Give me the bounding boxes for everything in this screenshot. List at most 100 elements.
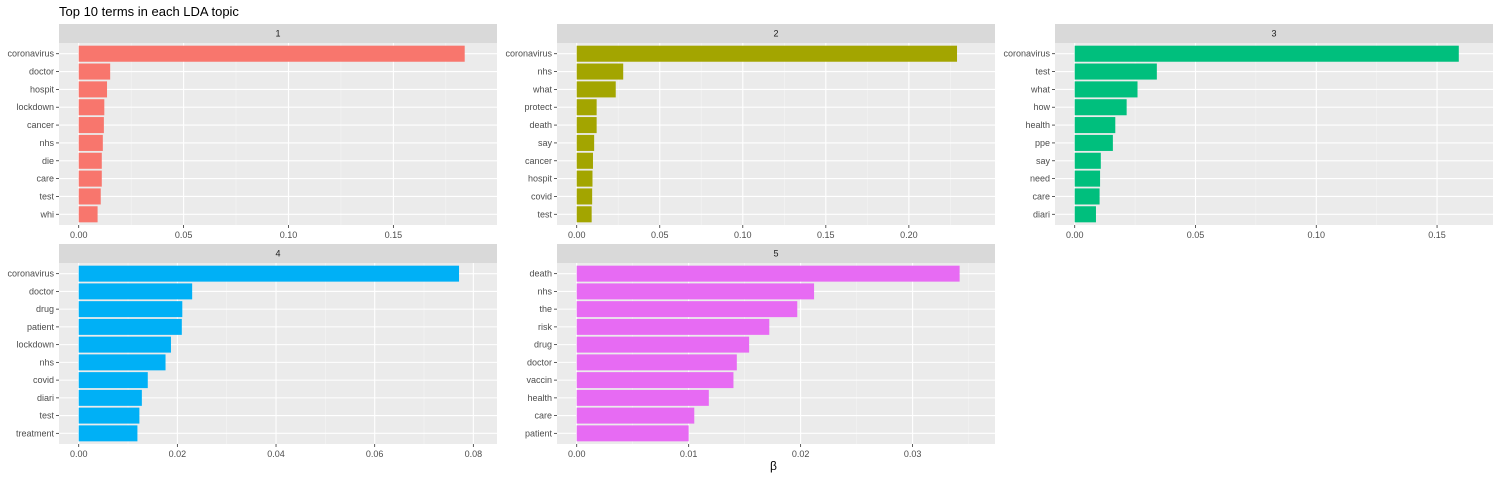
category-label: what [1030, 84, 1051, 94]
category-label: ppe [1035, 138, 1050, 148]
category-label: die [42, 156, 54, 166]
facet-panel-5: 5 0.00 0.01 0.02 0.03 death nhs the risk drug doct… [525, 244, 995, 459]
chart-title: Top 10 terms in each LDA topic [59, 4, 239, 19]
bar [78, 354, 166, 371]
category-label: health [527, 393, 552, 403]
bar [78, 81, 108, 98]
facet-strip-label: 4 [275, 249, 280, 259]
category-label: coronavirus [7, 49, 54, 59]
bar [576, 389, 709, 406]
facet-panel-3: 3 0.00 0.05 0.10 0.15 coronavirus test what how h… [1003, 24, 1493, 240]
bar [576, 188, 593, 205]
bar [78, 134, 103, 151]
bar [1074, 117, 1116, 134]
x-tick-label: 0.00 [568, 230, 586, 240]
category-label: what [532, 84, 553, 94]
x-tick-label: 0.10 [734, 230, 752, 240]
x-tick-label: 0.05 [175, 230, 193, 240]
bar [78, 45, 465, 62]
facet-strip [59, 24, 497, 43]
x-tick-label: 0.04 [267, 449, 285, 459]
bar [78, 152, 102, 169]
bar [78, 389, 142, 406]
bar [576, 354, 737, 371]
category-label: test [39, 191, 54, 201]
x-tick-label: 0.10 [280, 230, 298, 240]
bar [576, 81, 616, 98]
category-label: diari [1033, 209, 1050, 219]
bar [576, 336, 750, 353]
category-label: death [529, 120, 552, 130]
bar [1074, 134, 1113, 151]
bar [78, 283, 193, 300]
bar [576, 283, 815, 300]
bar [576, 134, 595, 151]
category-label: health [1025, 120, 1050, 130]
bar [576, 265, 960, 282]
category-label: coronavirus [505, 49, 552, 59]
x-tick-label: 0.06 [366, 449, 384, 459]
category-label: lockdown [16, 340, 54, 350]
bar [576, 301, 798, 318]
x-tick-label: 0.03 [904, 449, 922, 459]
bar [576, 63, 624, 80]
category-label: covid [531, 191, 552, 201]
bar [576, 152, 593, 169]
category-label: need [1030, 174, 1050, 184]
category-label: death [529, 269, 552, 279]
bar [78, 265, 460, 282]
facet-strip [557, 244, 995, 263]
bar [78, 301, 183, 318]
x-tick-label: 0.08 [465, 449, 483, 459]
category-label: the [539, 304, 552, 314]
bar [78, 318, 182, 335]
bar [1074, 63, 1157, 80]
bar [1074, 99, 1127, 116]
x-tick-label: 0.00 [70, 449, 88, 459]
bar [1074, 188, 1100, 205]
facet-panel-1: 1 0.00 0.05 0.10 0.15 coronavirus doctor hospit… [7, 24, 497, 240]
panel-background [557, 43, 995, 225]
bar [576, 372, 734, 389]
category-label: whi [39, 209, 54, 219]
x-tick-label: 0.00 [1066, 230, 1084, 240]
facet-strip [59, 244, 497, 263]
bar [576, 117, 597, 134]
category-label: hospit [30, 84, 55, 94]
category-label: protect [524, 102, 552, 112]
category-label: coronavirus [1003, 49, 1050, 59]
x-tick-label: 0.02 [792, 449, 810, 459]
x-axis-label: β [770, 459, 777, 473]
category-label: coronavirus [7, 269, 54, 279]
bar [78, 425, 138, 442]
bar [1074, 170, 1101, 187]
bar [576, 425, 689, 442]
category-label: nhs [537, 67, 552, 77]
bar [576, 407, 695, 424]
bar [78, 188, 101, 205]
facet-strip [557, 24, 995, 43]
bar [78, 170, 102, 187]
facet-strip-label: 2 [773, 29, 778, 39]
x-tick-label: 0.00 [568, 449, 586, 459]
bar [78, 99, 105, 116]
facet-strip-label: 3 [1271, 29, 1276, 39]
category-label: nhs [39, 357, 54, 367]
category-label: how [1033, 102, 1050, 112]
bar [1074, 45, 1459, 62]
category-label: test [537, 209, 552, 219]
x-tick-label: 0.01 [680, 449, 698, 459]
category-label: doctor [29, 67, 54, 77]
category-label: say [538, 138, 553, 148]
category-label: patient [525, 428, 553, 438]
x-tick-label: 0.15 [817, 230, 835, 240]
category-label: cancer [525, 156, 552, 166]
category-label: doctor [527, 357, 552, 367]
category-label: nhs [537, 286, 552, 296]
x-tick-label: 0.00 [70, 230, 88, 240]
category-label: care [1032, 191, 1050, 201]
x-tick-label: 0.05 [651, 230, 669, 240]
bar [576, 318, 770, 335]
facet-strip-label: 1 [275, 29, 280, 39]
category-label: doctor [29, 286, 54, 296]
